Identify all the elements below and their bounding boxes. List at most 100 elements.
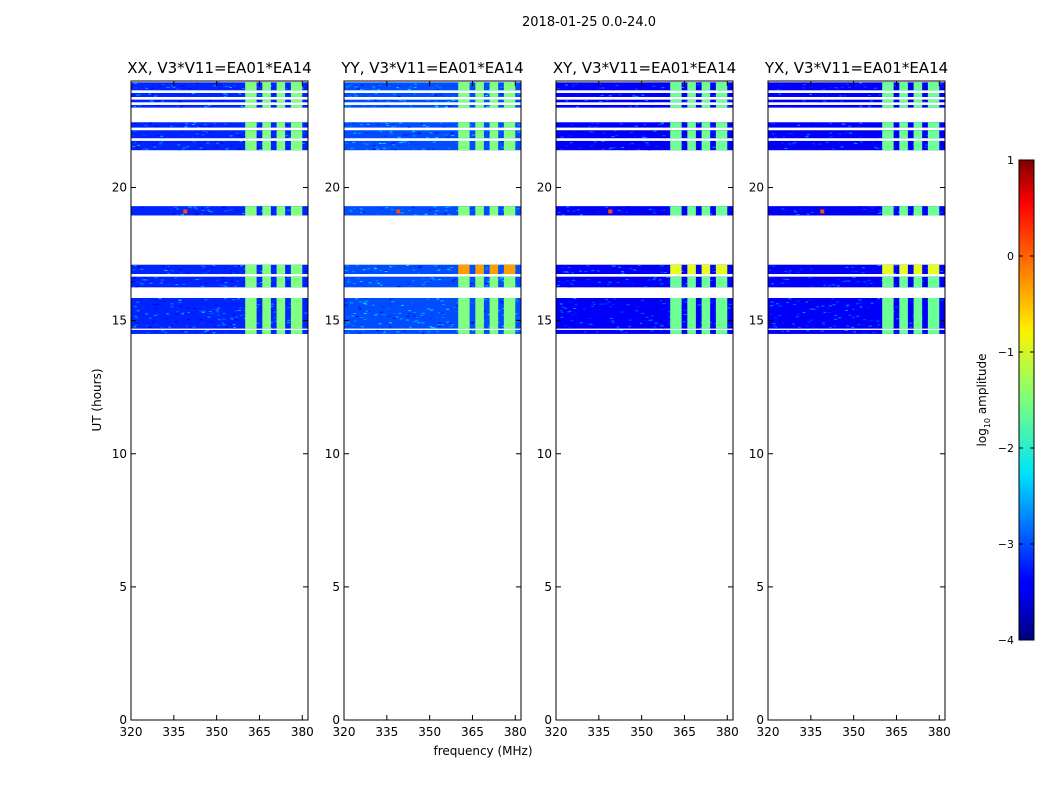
noise-pixel xyxy=(259,124,263,126)
noise-pixel xyxy=(381,332,385,334)
noise-pixel xyxy=(844,331,848,332)
noise-pixel xyxy=(636,306,640,307)
noise-pixel xyxy=(865,270,869,272)
noise-pixel xyxy=(348,105,352,107)
noise-pixel xyxy=(514,142,517,144)
noise-pixel xyxy=(174,207,178,208)
noise-pixel xyxy=(606,278,610,280)
noise-pixel xyxy=(579,283,583,284)
hot-spot xyxy=(608,209,613,214)
noise-pixel xyxy=(634,326,638,328)
rfi-band xyxy=(489,82,499,91)
panel-frame xyxy=(767,80,946,721)
noise-pixel xyxy=(658,267,662,269)
data-block xyxy=(556,329,733,334)
rfi-band xyxy=(899,276,908,288)
noise-pixel xyxy=(170,306,174,308)
noise-pixel xyxy=(270,306,273,307)
noise-pixel xyxy=(497,310,501,312)
noise-pixel xyxy=(256,322,260,324)
noise-pixel xyxy=(660,283,664,285)
noise-pixel xyxy=(515,313,519,315)
noise-pixel xyxy=(621,271,625,272)
y-tick-label: 15 xyxy=(325,314,340,328)
noise-pixel xyxy=(770,88,773,90)
noise-pixel xyxy=(144,148,148,150)
noise-pixel xyxy=(442,126,446,128)
noise-pixel xyxy=(374,93,378,95)
rfi-band xyxy=(290,297,303,329)
rfi-band xyxy=(458,206,470,216)
noise-pixel xyxy=(502,280,506,282)
noise-pixel xyxy=(433,213,437,215)
noise-pixel xyxy=(681,86,685,88)
noise-pixel xyxy=(372,86,376,88)
noise-pixel xyxy=(796,300,800,302)
noise-pixel xyxy=(880,282,884,284)
noise-pixel xyxy=(649,319,653,321)
noise-pixel xyxy=(396,331,400,333)
noise-pixel xyxy=(517,105,521,107)
noise-pixel xyxy=(234,271,238,273)
rfi-band xyxy=(687,329,696,334)
noise-pixel xyxy=(829,270,833,272)
noise-pixel xyxy=(195,279,199,280)
noise-pixel xyxy=(771,95,775,97)
noise-pixel xyxy=(502,314,506,316)
noise-pixel xyxy=(287,308,291,310)
noise-pixel xyxy=(788,133,792,135)
noise-pixel xyxy=(600,95,604,96)
noise-pixel xyxy=(487,125,491,126)
noise-pixel xyxy=(635,85,639,87)
noise-pixel xyxy=(431,93,435,95)
noise-pixel xyxy=(577,126,580,128)
noise-pixel xyxy=(354,86,358,88)
noise-pixel xyxy=(910,99,914,101)
noise-pixel xyxy=(151,93,154,95)
noise-pixel xyxy=(863,123,867,125)
rfi-band xyxy=(458,99,470,103)
noise-pixel xyxy=(406,86,410,88)
noise-pixel xyxy=(213,85,217,87)
noise-pixel xyxy=(652,212,656,214)
noise-pixel xyxy=(223,210,227,212)
noise-pixel xyxy=(224,93,228,95)
noise-pixel xyxy=(285,123,289,125)
noise-pixel xyxy=(924,135,928,136)
noise-pixel xyxy=(876,320,880,322)
noise-pixel xyxy=(562,282,566,284)
noise-pixel xyxy=(136,147,140,149)
noise-pixel xyxy=(184,126,188,128)
noise-pixel xyxy=(349,210,353,212)
noise-pixel xyxy=(429,279,433,281)
noise-pixel xyxy=(184,312,188,314)
noise-pixel xyxy=(668,267,672,269)
noise-pixel xyxy=(925,144,929,146)
noise-pixel xyxy=(206,310,210,312)
noise-pixel xyxy=(393,93,396,95)
noise-pixel xyxy=(822,282,826,284)
noise-pixel xyxy=(802,87,805,89)
noise-pixel xyxy=(468,146,472,148)
noise-pixel xyxy=(851,326,855,328)
noise-pixel xyxy=(906,86,910,88)
rfi-band xyxy=(489,264,499,275)
noise-pixel xyxy=(593,267,597,269)
noise-pixel xyxy=(411,280,415,282)
noise-pixel xyxy=(793,106,797,108)
noise-pixel xyxy=(570,265,574,267)
noise-pixel xyxy=(870,100,873,102)
noise-pixel xyxy=(136,317,140,319)
rfi-band xyxy=(927,276,940,288)
noise-pixel xyxy=(226,279,230,281)
noise-pixel xyxy=(783,278,787,280)
noise-pixel xyxy=(771,265,775,267)
rfi-band xyxy=(503,140,516,151)
noise-pixel xyxy=(423,281,427,283)
noise-pixel xyxy=(284,332,288,334)
noise-pixel xyxy=(822,88,826,90)
rfi-band xyxy=(899,104,908,108)
rfi-band xyxy=(262,297,271,329)
noise-pixel xyxy=(604,95,608,97)
noise-pixel xyxy=(360,317,364,318)
